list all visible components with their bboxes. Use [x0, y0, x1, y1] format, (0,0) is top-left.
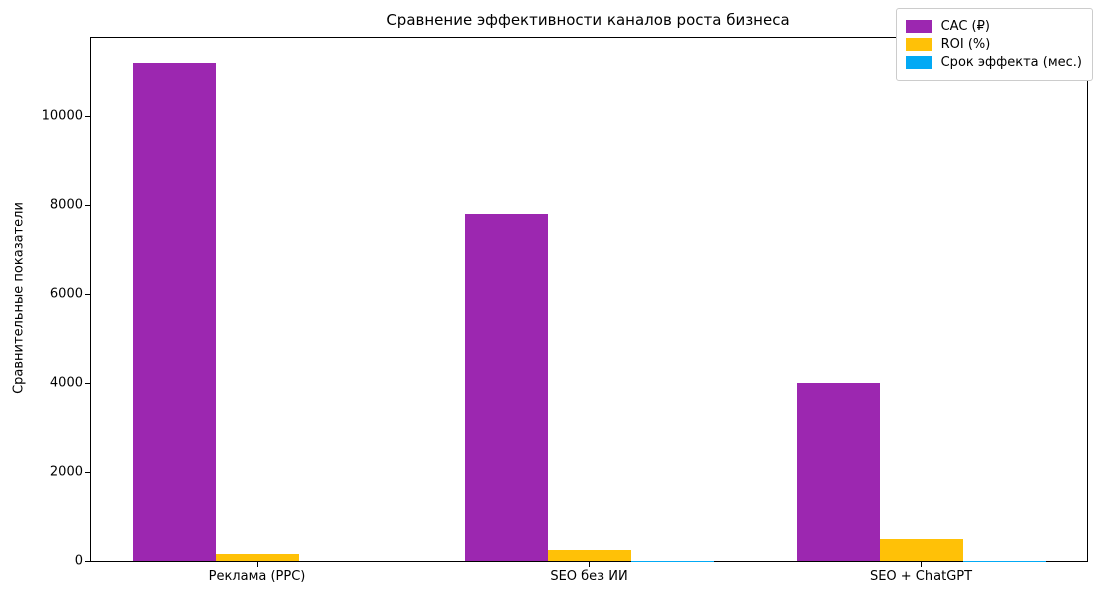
y-tick-label: 6000	[49, 286, 83, 302]
y-tick-mark	[85, 382, 90, 384]
legend-label: ROI (%)	[940, 37, 991, 52]
y-tick-label: 4000	[49, 375, 83, 391]
chart-title: Сравнение эффективности каналов роста би…	[386, 11, 790, 29]
y-tick-mark	[85, 293, 90, 295]
legend-label: Срок эффекта (мес.)	[940, 55, 1082, 70]
legend-entry: Срок эффекта (мес.)	[905, 55, 1082, 70]
bar-cac	[796, 383, 880, 561]
x-tick-label: Реклама (PPC)	[208, 569, 306, 584]
x-tick-label: SEO + ChatGPT	[869, 569, 973, 584]
y-tick-mark	[85, 471, 90, 473]
y-tick-label: 10000	[41, 108, 83, 124]
legend-label: CAC (₽)	[940, 19, 990, 34]
bar-roi	[879, 538, 963, 561]
x-tick-mark	[920, 562, 922, 567]
x-tick-mark	[256, 562, 258, 567]
y-tick-label: 2000	[49, 464, 83, 480]
legend-swatch-icon	[905, 20, 932, 33]
legend-swatch-icon	[905, 38, 932, 51]
legend-entry: ROI (%)	[905, 37, 1082, 52]
plot-area: 0 2000 4000 6000 8000 10000 Реклама (PPC) SEO б…	[42, 37, 1088, 584]
legend-swatch-icon	[905, 56, 932, 69]
x-tick-mark	[588, 562, 590, 567]
legend: CAC (₽) ROI (%) Срок эффекта (мес.)	[895, 8, 1093, 81]
y-axis-label: Сравнительные показатели	[11, 202, 27, 394]
y-tick-label: 8000	[49, 197, 83, 213]
bar-cac	[132, 62, 216, 561]
y-tick-mark	[85, 115, 90, 117]
y-tick-label: 0	[74, 553, 83, 569]
legend-entry: CAC (₽)	[905, 19, 1082, 34]
bar-roi	[215, 554, 299, 561]
bar-cac	[464, 214, 548, 561]
y-tick-mark	[85, 204, 90, 206]
y-tick-mark	[85, 560, 90, 562]
bar-roi	[547, 549, 631, 561]
x-tick-label: SEO без ИИ	[550, 569, 628, 584]
